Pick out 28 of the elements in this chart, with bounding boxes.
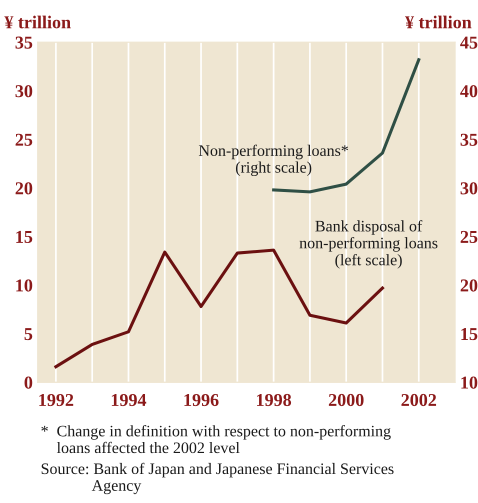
y-tick-label: 0	[24, 376, 32, 389]
x-tick-label: 2002	[401, 394, 436, 406]
y2-tick-label: 45	[460, 36, 478, 49]
y-axis-title: ¥ trillion	[4, 16, 71, 28]
text: * Change in definition with respect to non-performing loans affected the 2002 level	[41, 425, 391, 454]
y2-tick-label: 10	[461, 376, 478, 389]
y-tick-label: 15	[16, 230, 32, 243]
series-label: Non-performing loans* (right scale)	[198, 144, 348, 176]
y2-tick-label: 40	[460, 85, 478, 98]
y-tick-label: 5	[24, 328, 32, 340]
x-tick-label: 1994	[112, 394, 146, 406]
x-tick-label: 1992	[39, 394, 74, 406]
y-tick-label: 35	[16, 36, 32, 49]
y2-tick-label: 15	[461, 328, 478, 340]
x-tick-label: 2000	[328, 394, 364, 406]
y-tick-label: 10	[16, 279, 32, 292]
y-tick-label: 25	[16, 134, 32, 146]
y2-tick-label: 35	[460, 134, 478, 146]
y2-tick-label: 20	[460, 279, 478, 292]
y2-tick-label: 30	[460, 182, 478, 194]
y2-tick-label: 25	[460, 230, 478, 243]
x-tick-label: 1998	[257, 394, 292, 406]
y-tick-label: 20	[16, 182, 32, 194]
x-tick-label: 1996	[184, 394, 219, 406]
y2-axis-title: ¥ trillion	[405, 16, 472, 28]
y-tick-label: 30	[16, 85, 32, 98]
source-note: Source: Bank of Japan and Japanese Financial Services Agency	[42, 462, 394, 494]
series-label: Bank disposal of non-performing loans (left scale)	[300, 220, 438, 269]
